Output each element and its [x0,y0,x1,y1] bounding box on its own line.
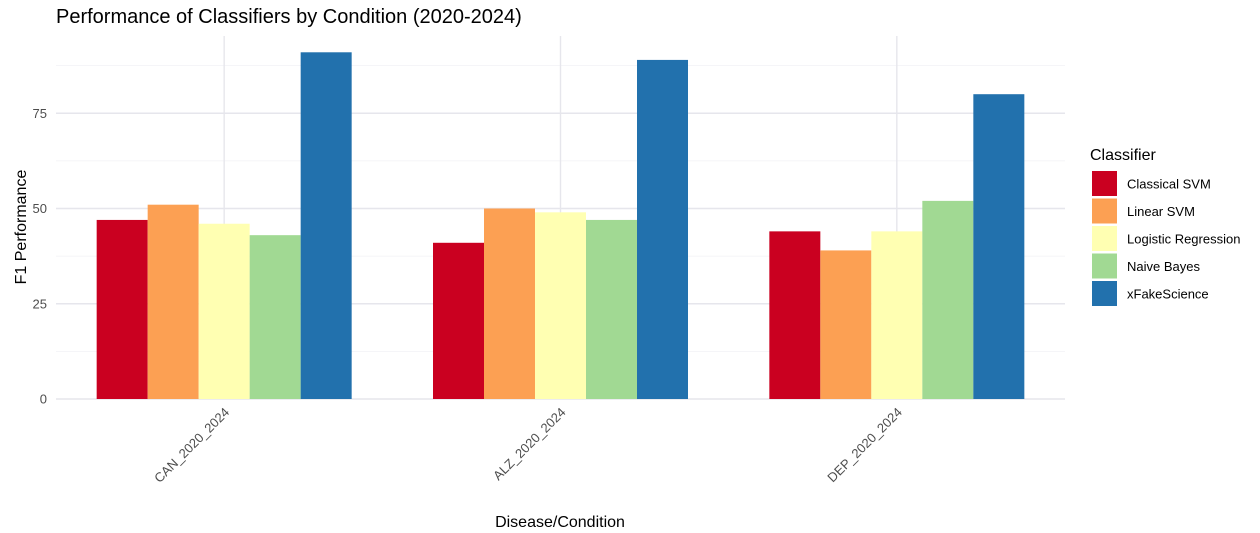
legend-title: Classifier [1090,147,1156,164]
bar [433,243,484,399]
legend-label: Naive Bayes [1127,259,1200,274]
y-tick-label: 25 [33,296,47,311]
y-tick-label: 0 [40,392,47,407]
bar [586,220,637,399]
bar [637,60,688,399]
legend-swatch [1092,254,1117,279]
chart-title: Performance of Classifiers by Condition … [56,6,522,28]
y-tick-label: 75 [33,106,47,121]
bar [199,224,250,399]
legend-label: Classical SVM [1127,177,1211,192]
y-tick-label: 50 [33,201,47,216]
bar [769,231,820,399]
x-tick-label: CAN_2020_2024 [151,405,232,486]
legend-label: Logistic Regression [1127,232,1240,247]
legend-swatch [1092,199,1117,224]
x-axis-ticks: CAN_2020_2024 ALZ_2020_2024 DEP_2020_2024 [151,405,905,486]
legend-label: Linear SVM [1127,204,1195,219]
bar [97,220,148,399]
bar [250,235,301,399]
bar [973,94,1024,399]
bar [871,231,922,399]
legend-swatch [1092,226,1117,251]
x-tick-label: ALZ_2020_2024 [490,405,569,484]
bar [922,201,973,399]
legend-items: Classical SVM Linear SVM Logistic Regressi… [1092,171,1240,306]
legend-swatch [1092,281,1117,306]
bar [484,209,535,400]
legend-swatch [1092,171,1117,196]
x-axis-title: Disease/Condition [495,514,625,531]
x-tick-label: DEP_2020_2024 [824,405,905,486]
bar [820,250,871,399]
y-axis-title: F1 Performance [13,170,30,285]
bar [148,205,199,399]
legend-label: xFakeScience [1127,287,1209,302]
legend: Classifier Classical SVM Linear SVM Logist… [1090,147,1240,306]
y-axis-ticks: 0 25 50 75 [33,106,47,407]
bar [301,52,352,399]
bar [535,212,586,399]
